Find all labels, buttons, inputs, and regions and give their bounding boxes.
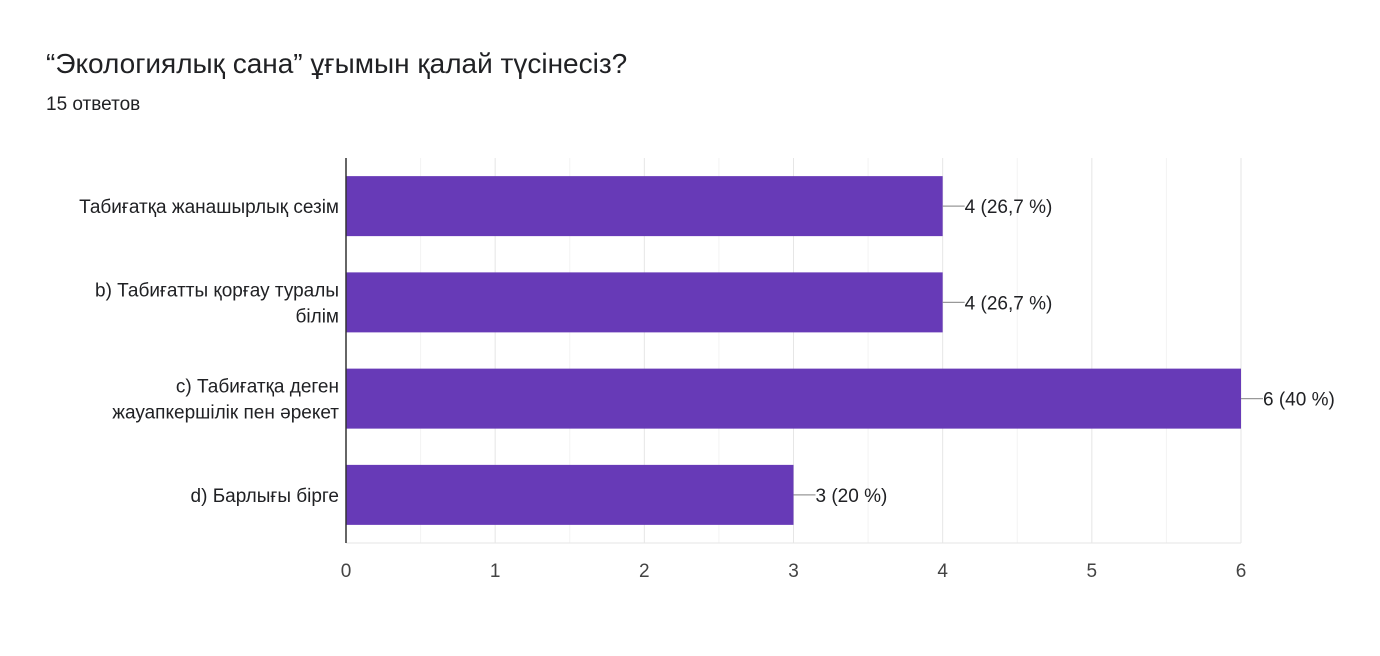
data-label: 6 (40 %): [1263, 390, 1335, 411]
x-tick-label: 4: [937, 561, 948, 582]
category-label: d) Барлығы бірге: [191, 486, 339, 507]
data-label: 4 (26,7 %): [965, 293, 1053, 314]
data-label: 4 (26,7 %): [965, 197, 1053, 218]
x-tick-label: 0: [341, 561, 352, 582]
x-tick-label: 2: [639, 561, 650, 582]
bar: [346, 272, 943, 333]
bar: [346, 368, 1241, 429]
x-tick-label: 1: [490, 561, 501, 582]
x-tick-label: 3: [788, 561, 799, 582]
x-tick-label: 5: [1087, 561, 1098, 582]
category-label: Табиғатқа жанашырлық сезім: [79, 197, 339, 218]
data-label: 3 (20 %): [816, 486, 888, 507]
chart-title: “Экологиялық сана” ұғымын қалай түсінесі…: [46, 48, 628, 79]
category-label: c) Табиғатқа деген жауапкершілік пен әрек…: [112, 377, 339, 424]
bar: [346, 464, 794, 525]
response-count: 15 ответов: [46, 94, 141, 115]
category-label: b) Табиғатты қорғау туралы білім: [95, 280, 339, 327]
bar: [346, 176, 943, 237]
x-tick-label: 6: [1236, 561, 1247, 582]
